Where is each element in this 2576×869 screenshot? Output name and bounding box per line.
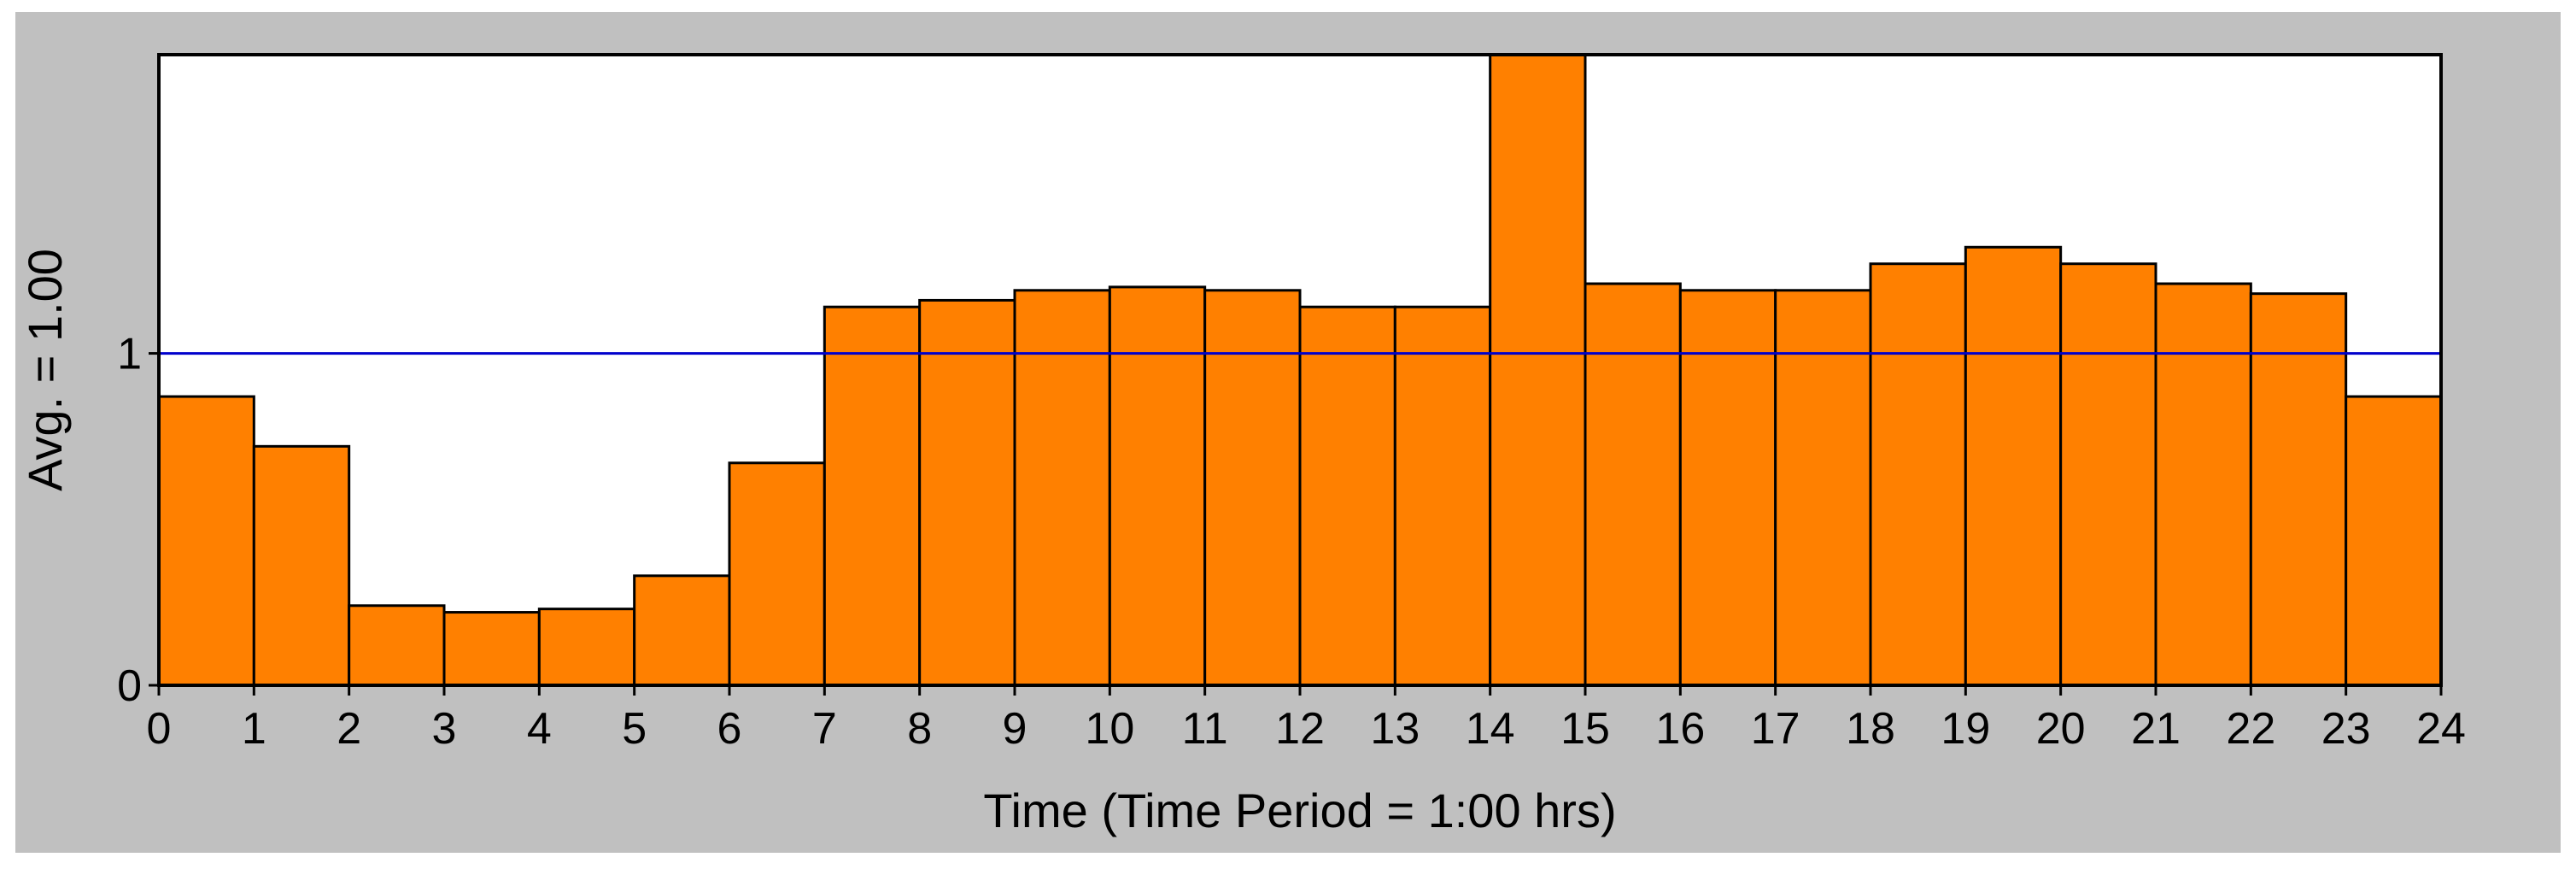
x-tick-label: 22 [2226,704,2275,754]
x-tick-label: 17 [1751,704,1800,754]
histogram-bar [1393,305,1492,687]
histogram-bar [1678,289,1777,687]
x-tick-label: 20 [2036,704,2086,754]
x-tick-label: 9 [1003,704,1027,754]
y-axis-title: Avg. = 1.00 [18,249,72,491]
x-tick-label: 1 [242,704,266,754]
histogram-bar [1108,285,1207,687]
x-tick-label: 24 [2416,704,2466,754]
x-tick-label: 13 [1370,704,1420,754]
histogram-bar [1013,289,1111,687]
x-tick-label: 19 [1941,704,1990,754]
histogram-bar [348,604,446,687]
histogram-bar [1298,305,1396,687]
histogram-bar [157,395,255,687]
histogram-bar [918,298,1016,687]
histogram-bar [442,611,541,687]
histogram-bar [1489,53,1587,687]
histogram-bar [1203,289,1302,687]
histogram-bar [1869,262,1967,687]
y-axis: 01 [117,330,159,711]
x-tick-label: 14 [1466,704,1515,754]
x-tick-label: 6 [717,704,742,754]
x-axis-title: Time (Time Period = 1:00 hrs) [983,784,1616,837]
x-tick-label: 5 [622,704,647,754]
x-tick-label: 3 [432,704,457,754]
histogram-bar [2154,282,2252,687]
histogram-bar [1964,245,2063,687]
x-tick-label: 4 [527,704,552,754]
x-tick-label: 15 [1560,704,1610,754]
histogram-bar [2249,292,2348,687]
x-tick-label: 23 [2321,704,2371,754]
histogram-bar [823,305,922,687]
histogram-bar [633,574,731,687]
histogram-bar [1584,282,1682,687]
x-tick-label: 7 [812,704,837,754]
histogram-bar [2345,395,2443,687]
x-axis: 0 1 2 3 4 5 6 7 8 9 10 11 12 13 14 15 16 17 18 19 20 21 22 23 24 [147,685,2466,754]
x-tick-label: 16 [1655,704,1705,754]
y-tick-label: 0 [117,661,142,711]
x-tick-label: 0 [147,704,172,754]
histogram-bar [252,444,351,687]
histogram-bar [537,608,636,687]
x-tick-label: 10 [1085,704,1134,754]
histogram-bar [1774,289,1872,687]
y-tick-label: 1 [117,330,142,379]
x-tick-label: 18 [1846,704,1895,754]
histogram-bar [2059,262,2157,687]
x-tick-label: 2 [337,704,361,754]
x-tick-label: 11 [1182,704,1228,754]
histogram-bar [728,461,826,687]
x-tick-label: 8 [907,704,932,754]
x-tick-label: 12 [1275,704,1325,754]
x-tick-label: 21 [2131,704,2181,754]
